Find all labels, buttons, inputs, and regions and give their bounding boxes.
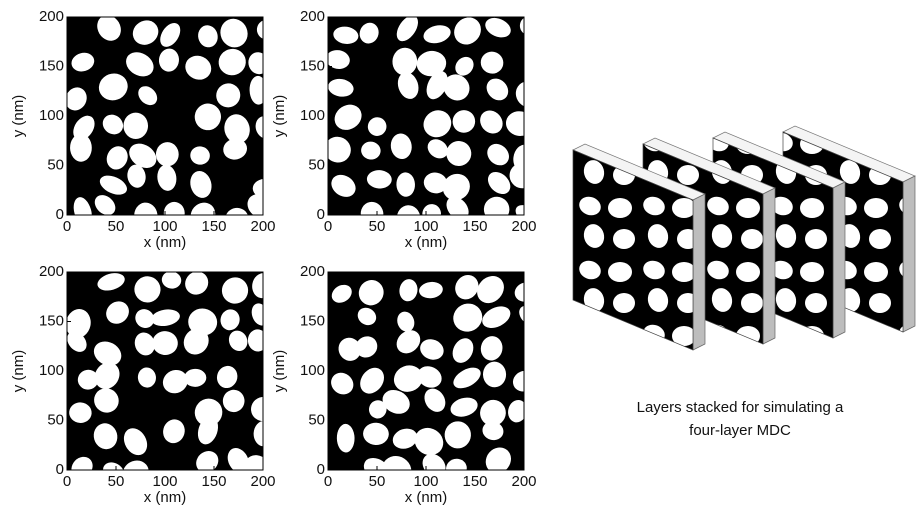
y-axis-label: y (nm) <box>271 95 288 138</box>
y-tick-label: 100 <box>39 107 64 124</box>
y-tick-label: 100 <box>300 107 325 124</box>
grain <box>536 278 561 303</box>
y-tick-label: 200 <box>39 263 64 280</box>
x-tick-label: 200 <box>511 218 536 235</box>
grain <box>535 417 569 451</box>
grain <box>481 231 507 257</box>
x-tick-label: 150 <box>201 473 226 490</box>
y-tick-label: 0 <box>56 461 64 478</box>
x-axis-label: x (nm) <box>144 234 187 251</box>
grain <box>190 489 219 510</box>
grain <box>285 202 313 229</box>
grain <box>541 306 572 337</box>
y-tick-label: 150 <box>300 57 325 74</box>
grain <box>275 228 305 263</box>
y-tick-label: 50 <box>308 156 325 173</box>
y-axis-label: y (nm) <box>10 95 27 138</box>
grain <box>511 236 530 262</box>
x-tick-label: 100 <box>413 473 438 490</box>
grain <box>360 490 389 510</box>
grain <box>275 170 301 196</box>
x-tick-label: 0 <box>63 473 71 490</box>
x-tick-label: 200 <box>511 473 536 490</box>
x-tick-label: 100 <box>152 473 177 490</box>
x-tick-label: 100 <box>413 218 438 235</box>
x-tick-label: 200 <box>250 473 275 490</box>
figure: Layers stacked for simulating a four-lay… <box>0 0 920 510</box>
y-tick-label: 150 <box>39 312 64 329</box>
x-tick-label: 0 <box>63 218 71 235</box>
grain <box>544 489 572 510</box>
x-tick-label: 200 <box>250 218 275 235</box>
grain <box>538 107 571 139</box>
x-tick-label: 0 <box>324 218 332 235</box>
x-axis-label: x (nm) <box>144 489 187 506</box>
y-tick-label: 50 <box>47 411 64 428</box>
grain <box>123 113 148 139</box>
grain <box>74 232 101 260</box>
microstructure <box>327 270 574 510</box>
grain <box>536 141 564 173</box>
grain <box>540 366 571 398</box>
x-axis-label: x (nm) <box>405 234 448 251</box>
layer-side <box>763 188 775 344</box>
stacked-layers <box>573 126 915 350</box>
caption: four-layer MDC <box>689 422 791 439</box>
layer-side <box>903 176 915 332</box>
grain <box>277 477 311 510</box>
grain <box>541 450 571 484</box>
x-tick-label: 150 <box>462 473 487 490</box>
y-axis-label: y (nm) <box>271 350 288 393</box>
x-tick-label: 150 <box>462 218 487 235</box>
y-tick-label: 200 <box>39 8 64 25</box>
y-tick-label: 100 <box>39 362 64 379</box>
y-tick-label: 0 <box>317 206 325 223</box>
grain <box>538 384 573 418</box>
x-tick-label: 50 <box>369 218 386 235</box>
y-tick-label: 100 <box>300 362 325 379</box>
x-tick-label: 150 <box>201 218 226 235</box>
grain <box>544 333 574 359</box>
layer-side <box>833 182 845 338</box>
y-tick-label: 50 <box>47 156 64 173</box>
y-tick-label: 150 <box>39 57 64 74</box>
grain <box>541 82 572 115</box>
x-axis-label: x (nm) <box>405 489 448 506</box>
grain <box>535 168 565 198</box>
y-tick-label: 150 <box>300 312 325 329</box>
x-tick-label: 50 <box>369 473 386 490</box>
y-tick-label: 200 <box>300 8 325 25</box>
layer-side <box>693 194 705 350</box>
caption: Layers stacked for simulating a <box>637 399 844 416</box>
y-tick-label: 0 <box>317 461 325 478</box>
y-axis-label: y (nm) <box>10 350 27 393</box>
y-tick-label: 200 <box>300 263 325 280</box>
x-tick-label: 50 <box>108 218 125 235</box>
grain <box>282 426 315 457</box>
grain <box>449 233 473 256</box>
grain <box>72 485 103 510</box>
grain <box>550 18 568 40</box>
y-tick-label: 0 <box>56 206 64 223</box>
x-tick-label: 50 <box>108 473 125 490</box>
x-tick-label: 0 <box>324 473 332 490</box>
x-tick-label: 100 <box>152 218 177 235</box>
y-tick-label: 50 <box>308 411 325 428</box>
